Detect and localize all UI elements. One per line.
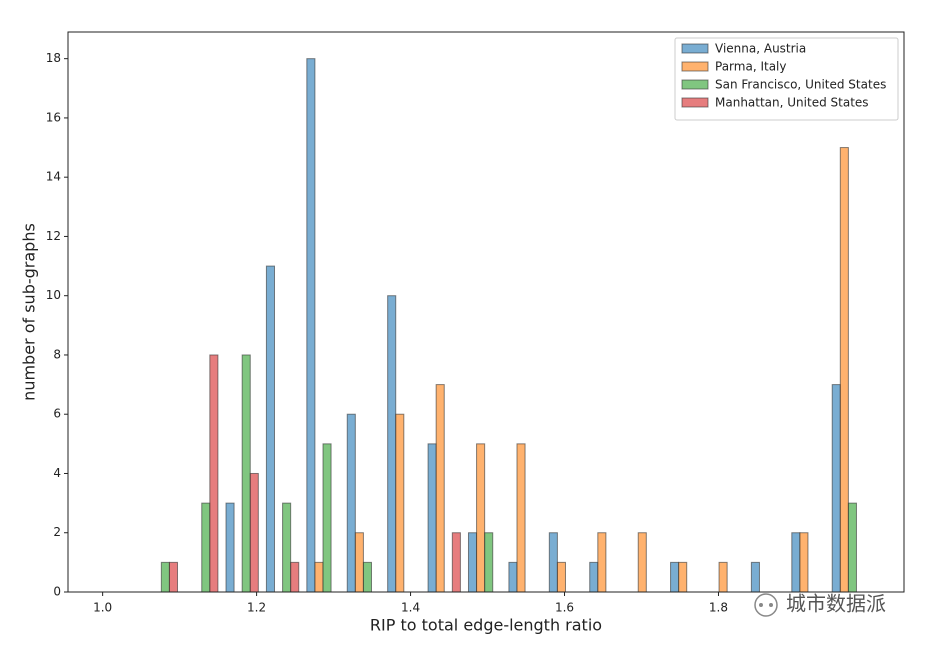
bar (362, 561, 372, 593)
y-axis-label: number of sub-graphs (20, 223, 39, 401)
y-tick-label: 14 (46, 170, 61, 184)
bar (516, 443, 526, 593)
x-axis-label: RIP to total edge-length ratio (370, 616, 602, 635)
y-tick-label: 8 (53, 347, 61, 361)
legend-label: Vienna, Austria (715, 42, 806, 56)
bar (168, 561, 179, 593)
bar (290, 561, 300, 593)
y-tick-label: 6 (53, 407, 61, 421)
bar (476, 443, 486, 593)
x-tick-label: 1.4 (401, 601, 420, 615)
y-tick-label: 12 (46, 229, 61, 243)
bar (314, 561, 324, 593)
bar (750, 561, 760, 593)
legend-swatch (681, 43, 709, 54)
y-tick-label: 10 (46, 288, 61, 302)
bar (799, 532, 809, 593)
bar (160, 561, 170, 593)
bar (839, 147, 849, 593)
watermark: 城市数据派 (786, 592, 886, 616)
bar (484, 532, 494, 593)
bar (548, 532, 558, 593)
bar (201, 502, 211, 593)
bar (427, 443, 437, 593)
bar (718, 561, 728, 593)
y-tick-label: 2 (53, 525, 61, 539)
bar (597, 532, 607, 593)
bar (791, 532, 801, 593)
bar (847, 502, 857, 593)
legend-label: Manhattan, United States (715, 96, 869, 110)
legend-swatch (681, 61, 709, 72)
bar (306, 58, 316, 593)
bar (249, 472, 259, 593)
bar (451, 532, 461, 593)
legend-swatch (681, 97, 709, 108)
bar (241, 354, 251, 593)
legend-frame (674, 37, 899, 121)
legend-swatch (681, 79, 709, 90)
bar (678, 561, 688, 593)
bar (354, 532, 364, 593)
bar (637, 532, 647, 593)
bar (225, 502, 235, 593)
bar (556, 561, 566, 593)
x-tick-label: 1.6 (555, 601, 574, 615)
bar (467, 532, 478, 593)
bar (346, 413, 356, 593)
bar (395, 413, 405, 593)
watermark-icon (754, 593, 778, 617)
bar (508, 561, 518, 593)
bar (589, 561, 599, 593)
bar (265, 265, 275, 593)
bar (435, 384, 445, 593)
x-tick-label: 1.2 (247, 601, 266, 615)
bar (209, 354, 219, 593)
legend: Vienna, Austria Parma, Italy San Francisco… (674, 37, 899, 121)
bar (670, 561, 680, 593)
bar (282, 502, 292, 593)
bar (387, 295, 397, 593)
bar (322, 443, 332, 593)
x-tick-label: 1.8 (709, 601, 728, 615)
plot-frame (67, 31, 905, 593)
y-tick-label: 16 (46, 110, 61, 124)
y-tick-label: 0 (53, 585, 61, 599)
legend-label: San Francisco, United States (715, 78, 886, 92)
x-tick-label: 1.0 (93, 601, 112, 615)
bar (831, 384, 841, 593)
y-tick-label: 4 (53, 466, 61, 480)
legend-label: Parma, Italy (715, 60, 786, 74)
y-tick-label: 18 (46, 51, 61, 65)
